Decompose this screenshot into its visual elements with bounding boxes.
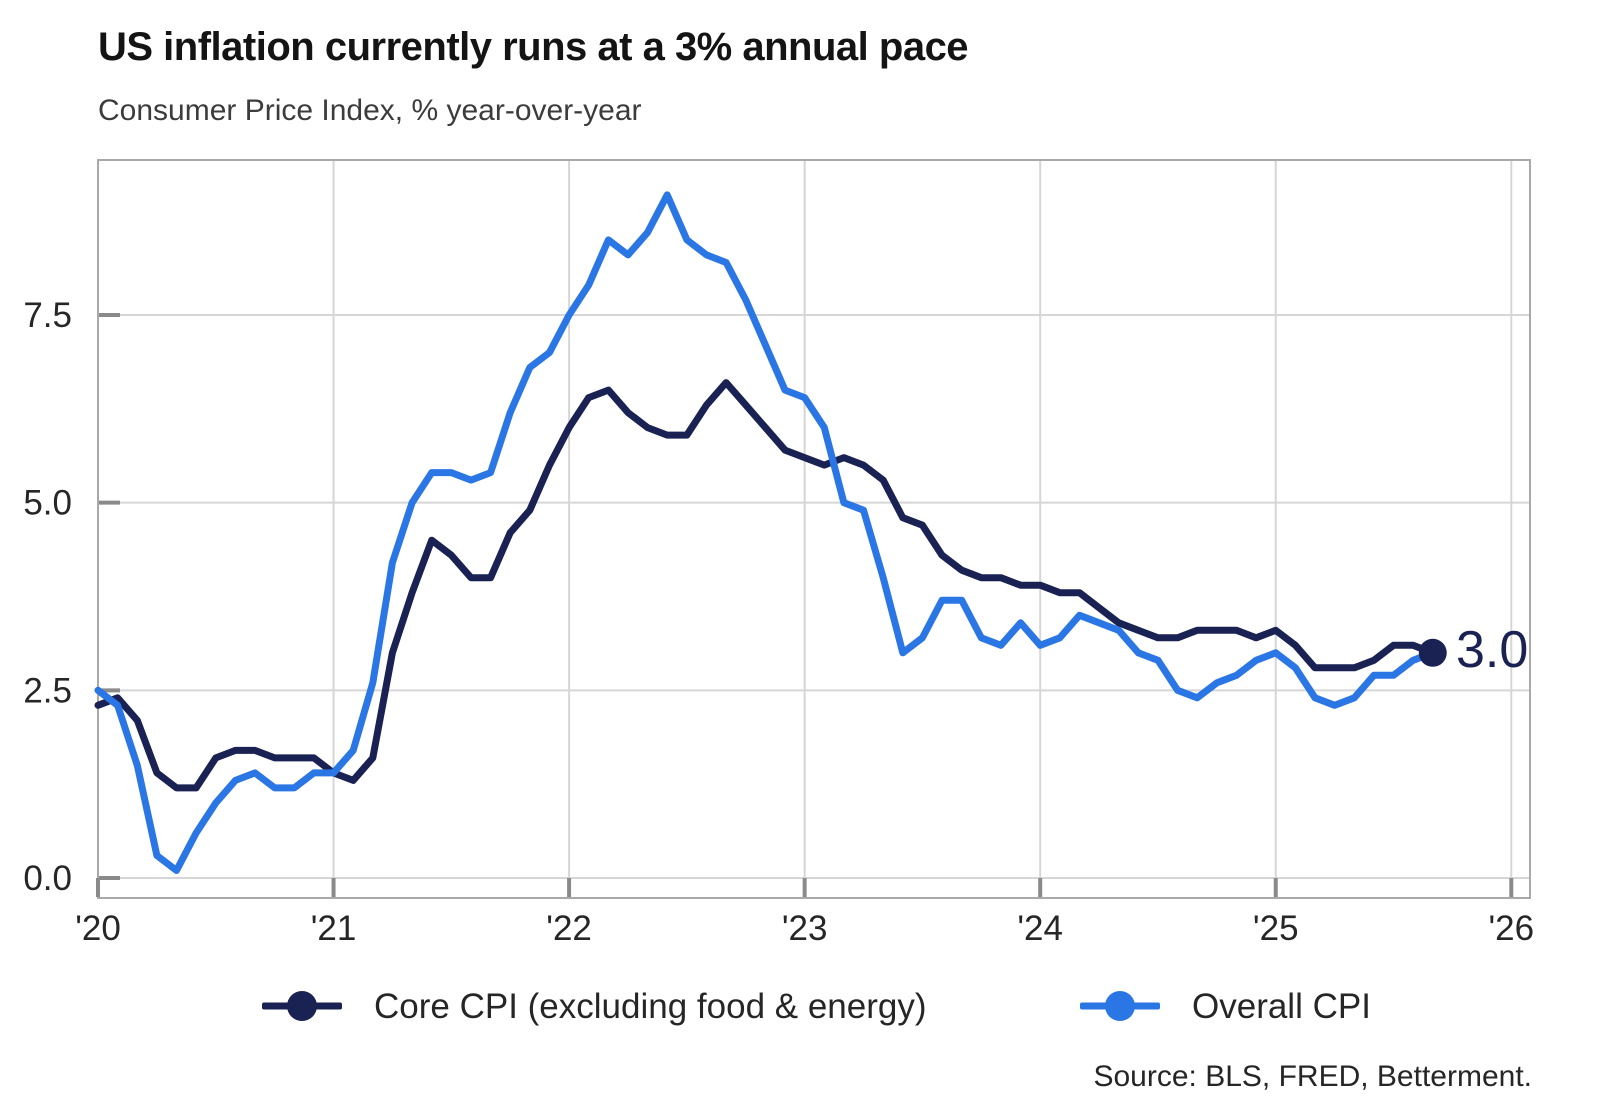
y-axis-tick-label: 7.5	[23, 296, 72, 335]
x-axis-tick-label: '20	[75, 909, 121, 948]
y-axis-tick-label: 2.5	[23, 671, 72, 710]
legend-label-overall-cpi: Overall CPI	[1192, 986, 1371, 1026]
source-note: Source: BLS, FRED, Betterment.	[1093, 1060, 1532, 1093]
cpi-line-chart: 0.0 2.5 5.0 7.5 '20 '21 '22 '23 '24 '25 '26	[23, 159, 1534, 948]
chart-subtitle: Consumer Price Index, % year-over-year	[98, 94, 642, 127]
y-axis-tick-label: 0.0	[23, 859, 72, 898]
y-axis-tick-label: 5.0	[23, 484, 72, 523]
latest-value-label: 3.0	[1456, 620, 1529, 679]
overall-dot-swatch	[1105, 991, 1135, 1021]
x-axis-tick-label: '25	[1253, 909, 1299, 948]
legend-item-core-cpi: Core CPI (excluding food & energy)	[262, 976, 927, 1036]
x-axis-tick-label: '26	[1488, 909, 1534, 948]
core-cpi-line	[94, 379, 1437, 792]
core-dot-swatch	[287, 991, 317, 1021]
core-cpi-legend-marker-icon	[262, 976, 342, 1036]
legend-label-core-cpi: Core CPI (excluding food & energy)	[374, 986, 927, 1026]
x-axis-tick-label: '22	[546, 909, 592, 948]
x-axis-tick-label: '21	[311, 909, 357, 948]
overall-cpi-legend-marker-icon	[1080, 976, 1160, 1036]
x-axis-tick-label: '23	[782, 909, 828, 948]
plot-border	[97, 159, 1531, 899]
legend-item-overall-cpi: Overall CPI	[1080, 976, 1371, 1036]
overall-cpi-line	[94, 191, 1437, 874]
chart-title: US inflation currently runs at a 3% annu…	[98, 25, 969, 69]
x-axis-tick-label: '24	[1017, 909, 1063, 948]
latest-value-dot	[1418, 638, 1447, 667]
